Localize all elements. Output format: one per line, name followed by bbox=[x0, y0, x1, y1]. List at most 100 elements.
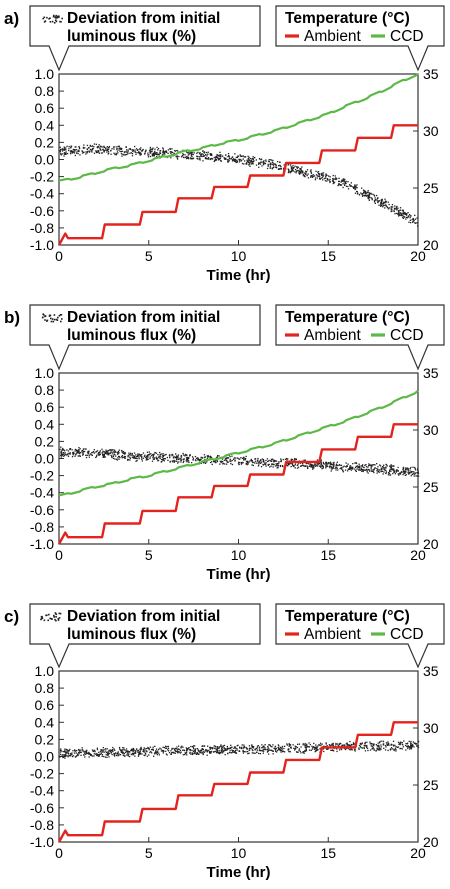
flux-scatter-point bbox=[164, 454, 166, 456]
flux-scatter-point bbox=[238, 158, 240, 160]
x-axis-label: Time (hr) bbox=[207, 267, 271, 284]
flux-scatter-point bbox=[410, 222, 412, 224]
flux-scatter-point bbox=[405, 468, 407, 470]
flux-scatter-point bbox=[375, 749, 377, 752]
flux-scatter-point bbox=[231, 746, 233, 748]
flux-scatter-point bbox=[75, 148, 77, 151]
flux-scatter-point bbox=[372, 193, 374, 196]
legend-dots-symbol-point bbox=[50, 320, 53, 323]
flux-scatter-point bbox=[358, 193, 361, 196]
flux-scatter-point bbox=[158, 456, 160, 458]
flux-scatter-point bbox=[81, 749, 83, 751]
flux-scatter-point bbox=[347, 185, 349, 188]
flux-scatter-point bbox=[309, 465, 311, 467]
flux-scatter-point bbox=[173, 455, 175, 458]
flux-scatter-point bbox=[152, 748, 154, 750]
flux-scatter-point bbox=[319, 465, 322, 468]
flux-scatter-point bbox=[283, 747, 285, 750]
flux-scatter-point bbox=[280, 458, 282, 460]
flux-scatter-point bbox=[227, 153, 230, 155]
flux-scatter-point bbox=[354, 185, 356, 187]
flux-scatter-point bbox=[203, 454, 206, 456]
flux-scatter-point bbox=[186, 751, 188, 753]
flux-scatter-point bbox=[404, 212, 407, 214]
flux-scatter-point bbox=[262, 458, 264, 461]
flux-scatter-point bbox=[320, 174, 323, 176]
flux-scatter-point bbox=[101, 755, 103, 757]
flux-scatter-point bbox=[355, 465, 358, 468]
flux-scatter-point bbox=[202, 752, 204, 755]
flux-scatter-point bbox=[92, 451, 95, 453]
flux-scatter-point bbox=[305, 744, 307, 746]
flux-scatter-point bbox=[202, 150, 204, 152]
flux-scatter-point bbox=[144, 750, 146, 752]
flux-scatter-point bbox=[300, 171, 302, 173]
flux-scatter-point bbox=[370, 742, 372, 745]
flux-scatter-point bbox=[368, 192, 370, 194]
flux-scatter-point bbox=[113, 752, 115, 755]
flux-scatter-point bbox=[247, 160, 249, 163]
flux-scatter-point bbox=[273, 747, 275, 749]
flux-scatter-point bbox=[145, 150, 147, 152]
flux-scatter-point bbox=[236, 745, 238, 747]
flux-scatter-point bbox=[405, 742, 407, 745]
flux-scatter-point bbox=[253, 157, 256, 159]
flux-scatter-point bbox=[384, 207, 386, 209]
flux-scatter-point bbox=[124, 151, 126, 154]
flux-scatter-point bbox=[324, 463, 326, 465]
flux-scatter-point bbox=[228, 159, 230, 161]
flux-scatter-point bbox=[377, 201, 379, 204]
flux-scatter-point bbox=[124, 154, 126, 156]
flux-scatter-point bbox=[338, 177, 340, 179]
flux-scatter-point bbox=[101, 452, 103, 454]
flux-scatter-point bbox=[402, 746, 404, 748]
flux-scatter-point bbox=[403, 215, 405, 218]
flux-scatter-point bbox=[127, 151, 129, 153]
flux-scatter-point bbox=[385, 466, 387, 468]
flux-scatter-point bbox=[411, 745, 413, 747]
flux-scatter-point bbox=[240, 155, 242, 157]
flux-scatter-point bbox=[339, 742, 341, 744]
flux-scatter-point bbox=[391, 468, 393, 470]
flux-scatter-point bbox=[382, 206, 384, 208]
flux-scatter-point bbox=[411, 219, 413, 221]
flux-scatter-point bbox=[412, 466, 414, 468]
flux-scatter-point bbox=[98, 452, 100, 454]
flux-scatter-point bbox=[186, 749, 188, 751]
flux-scatter-point bbox=[316, 175, 318, 177]
flux-scatter-point bbox=[258, 162, 260, 165]
flux-scatter-point bbox=[393, 745, 395, 747]
flux-scatter-point bbox=[407, 470, 410, 472]
flux-scatter-point bbox=[126, 149, 128, 151]
y-left-tick-label: 1.0 bbox=[35, 66, 55, 82]
flux-scatter-point bbox=[412, 220, 415, 222]
flux-scatter-point bbox=[322, 179, 324, 181]
flux-scatter-point bbox=[176, 155, 178, 157]
flux-scatter-point bbox=[295, 458, 297, 460]
flux-scatter-point bbox=[402, 209, 404, 211]
flux-scatter-point bbox=[304, 750, 306, 752]
flux-scatter-point bbox=[164, 458, 166, 460]
flux-scatter-point bbox=[405, 216, 408, 219]
flux-scatter-point bbox=[320, 459, 322, 461]
flux-scatter-point bbox=[373, 200, 376, 202]
flux-scatter-point bbox=[312, 746, 315, 748]
flux-scatter-point bbox=[102, 149, 104, 151]
flux-scatter-point bbox=[179, 749, 182, 752]
flux-scatter-point bbox=[311, 176, 314, 178]
flux-scatter-point bbox=[106, 451, 108, 453]
flux-scatter-point bbox=[228, 155, 230, 157]
flux-scatter-point bbox=[386, 744, 388, 746]
flux-scatter-point bbox=[366, 745, 368, 747]
flux-scatter-point bbox=[162, 752, 164, 754]
flux-scatter-point bbox=[377, 197, 379, 199]
flux-scatter-point bbox=[136, 748, 138, 750]
flux-scatter-point bbox=[113, 754, 115, 756]
flux-scatter-point bbox=[234, 749, 237, 752]
flux-scatter-point bbox=[306, 745, 308, 747]
flux-scatter-point bbox=[336, 743, 339, 745]
panel-a-dots-mark bbox=[59, 143, 419, 227]
flux-scatter-point bbox=[317, 173, 320, 175]
flux-scatter-point bbox=[129, 456, 131, 458]
flux-scatter-point bbox=[112, 146, 115, 148]
